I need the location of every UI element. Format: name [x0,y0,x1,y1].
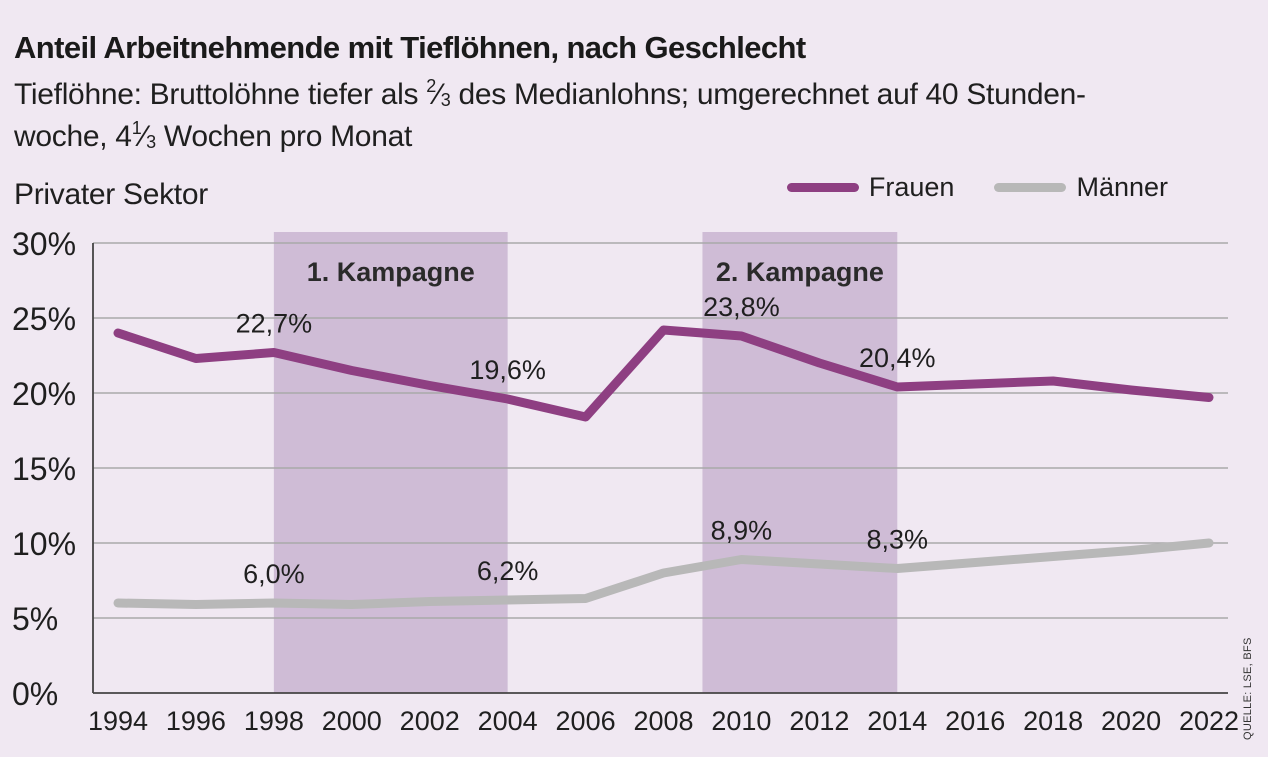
y-tick-label: 0% [12,676,58,712]
data-label-women: 19,6% [469,355,546,385]
source-note: QUELLE: LSE, BFS [1242,637,1254,740]
legend-swatch-men [994,183,1067,192]
data-label-men: 8,9% [711,516,773,546]
data-label-men: 6,2% [477,556,539,586]
subtitle-text-4: Wochen pro Monat [155,120,412,153]
chart-subtitle: Tieflöhne: Bruttolöhne tiefer als 2⁄3 de… [14,74,1214,158]
x-tick-label: 2008 [633,706,693,736]
fraction-numerator: 1 [131,118,142,138]
data-label-women: 23,8% [703,292,780,322]
campaign-band [702,232,898,693]
y-tick-label: 5% [12,601,58,637]
x-tick-label: 2004 [478,706,538,736]
campaign-band [273,232,508,693]
legend-label-men: Männer [1076,172,1168,202]
x-tick-label: 2016 [945,706,1005,736]
fraction-denominator: 3 [146,132,156,152]
legend-swatch-women [786,183,859,192]
legend-item-men: Männer [994,172,1168,203]
x-tick-label: 2006 [556,706,616,736]
x-tick-label: 2000 [322,706,382,736]
data-label-women: 22,7% [236,309,313,339]
fraction-denominator: 3 [440,90,451,110]
x-tick-label: 2010 [711,706,771,736]
x-tick-label: 1998 [244,706,304,736]
subtitle-text-1: Tieflöhne: Bruttolöhne tiefer als [14,78,427,111]
x-tick-label: 2002 [400,706,460,736]
fraction-slash: ⁄ [141,120,147,153]
data-label-men: 6,0% [243,559,305,589]
legend-item-women: Frauen [786,172,955,203]
x-tick-label: 2014 [867,706,927,736]
x-tick-label: 1996 [166,706,226,736]
subtitle-text-2: des Medianlohns; umgerechnet auf 40 Stun… [450,78,1086,111]
campaign-band-label: 2. Kampagne [716,257,884,287]
x-tick-label: 1994 [88,706,148,736]
chart-title: Anteil Arbeitnehmende mit Tieflöhnen, na… [14,30,806,65]
y-tick-label: 25% [12,301,76,337]
section-label: Privater Sektor [14,178,208,211]
data-label-men: 8,3% [867,525,929,555]
x-tick-label: 2012 [789,706,849,736]
y-tick-label: 20% [12,376,76,412]
y-tick-label: 10% [12,526,76,562]
legend-label-women: Frauen [868,172,955,202]
subtitle-text-3: woche, 4 [14,120,132,153]
y-tick-label: 30% [12,226,76,262]
fraction-numerator: 2 [426,76,436,96]
campaign-band-label: 1. Kampagne [307,257,475,287]
x-tick-label: 2020 [1101,706,1161,736]
chart-legend: Frauen Männer [786,172,1168,203]
x-tick-label: 2018 [1023,706,1083,736]
x-tick-label: 2022 [1179,706,1239,736]
data-label-women: 20,4% [859,343,936,373]
y-tick-label: 15% [12,451,76,487]
fraction-slash: ⁄ [435,78,441,111]
